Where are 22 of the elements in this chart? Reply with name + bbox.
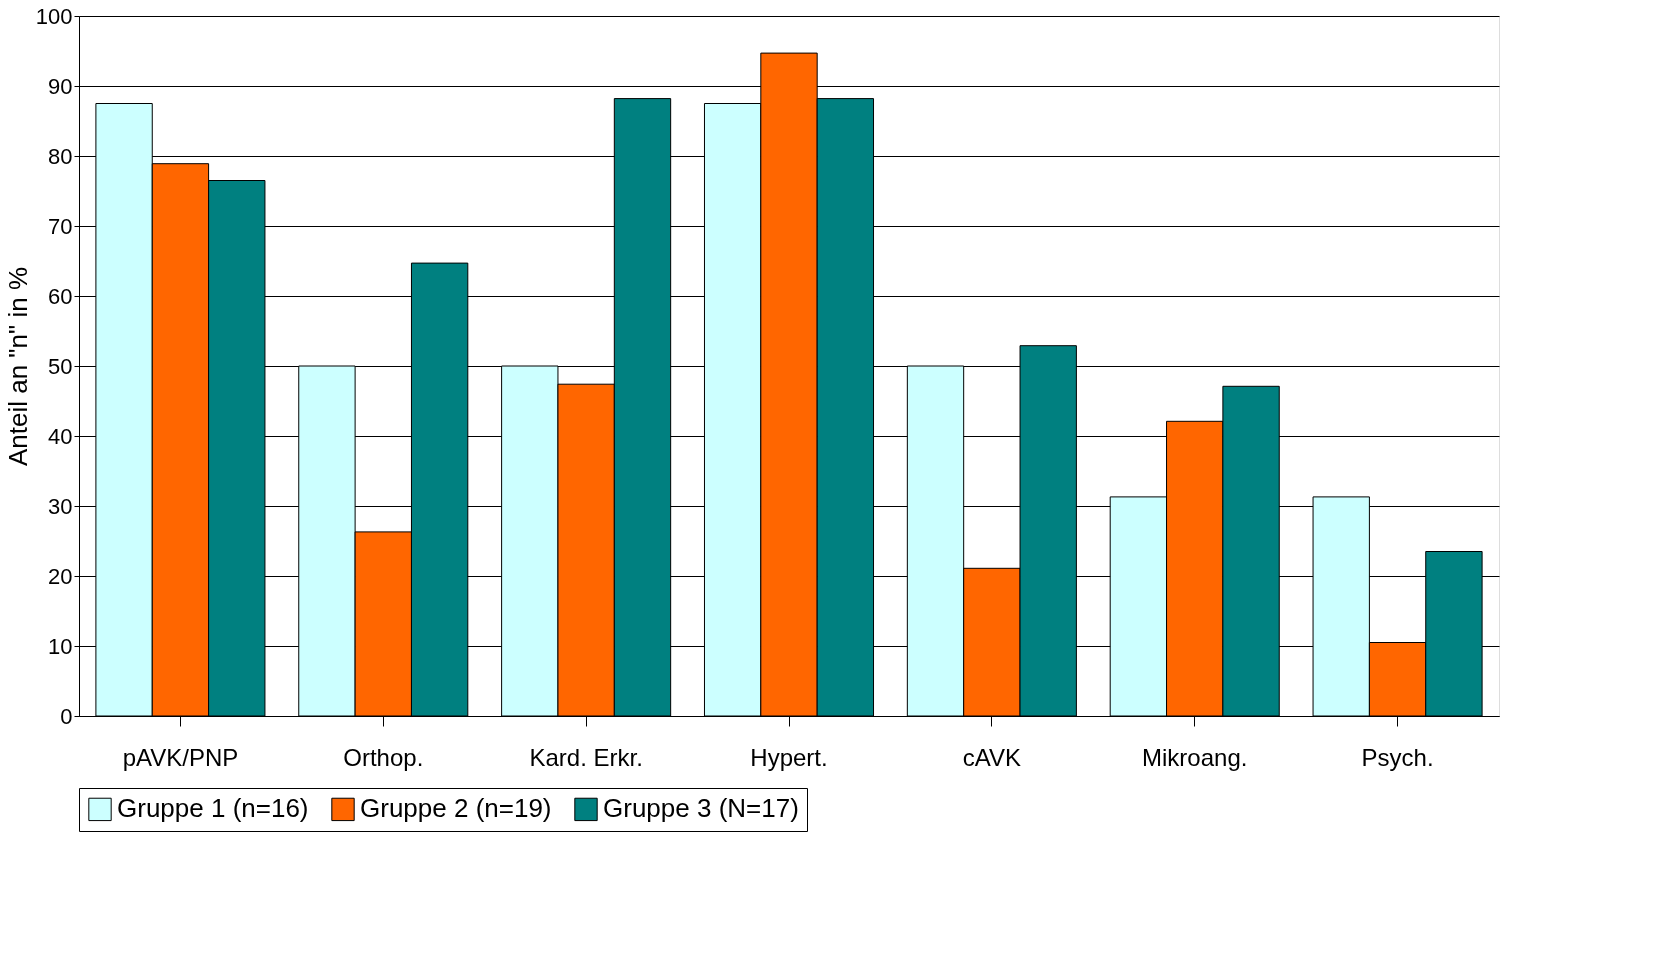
y-tick-label: 90 (48, 73, 73, 99)
x-tick-label: Psych. (1361, 743, 1434, 771)
legend-label: Gruppe 2 (n=19) (360, 793, 552, 824)
x-tick-label: Orthop. (343, 743, 424, 771)
x-tick-label: Kard. Erkr. (529, 743, 643, 771)
y-tick-label: 60 (48, 283, 73, 309)
y-tick-label: 30 (48, 493, 73, 519)
y-tick-label: 50 (48, 353, 73, 379)
y-tick-label: 70 (48, 213, 73, 239)
legend-label: Gruppe 3 (N=17) (603, 793, 799, 824)
y-tick-label: 10 (48, 633, 73, 659)
x-tick-label: Mikroang. (1142, 743, 1248, 771)
x-tick-label: pAVK/PNP (122, 743, 239, 771)
y-axis-title: Anteil an "n" in % (2, 266, 33, 467)
y-tick-label: 0 (60, 703, 73, 729)
y-tick-label: 20 (48, 563, 73, 589)
y-tick-label: 40 (48, 423, 73, 449)
x-tick-label: cAVK (962, 743, 1021, 771)
y-tick-label: 80 (48, 143, 73, 169)
x-tick-label: Hypert. (750, 743, 828, 771)
y-tick-label: 100 (35, 3, 73, 29)
legend-label: Gruppe 1 (n=16) (117, 793, 309, 824)
